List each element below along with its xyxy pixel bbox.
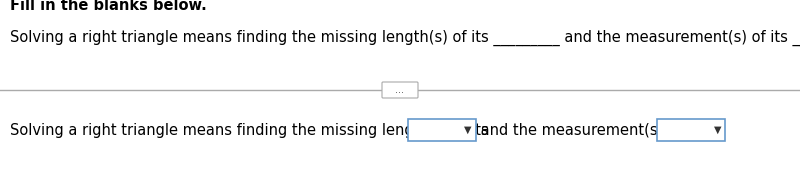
Text: and the measurement(s) of its: and the measurement(s) of its [476, 123, 709, 137]
FancyBboxPatch shape [657, 119, 725, 141]
FancyBboxPatch shape [408, 119, 476, 141]
Text: ▼: ▼ [464, 125, 472, 135]
Text: ▼: ▼ [714, 125, 721, 135]
Text: Solving a right triangle means finding the missing length(s) of its: Solving a right triangle means finding t… [10, 123, 494, 137]
Text: Fill in the blanks below.: Fill in the blanks below. [10, 0, 206, 13]
Text: Solving a right triangle means finding the missing length(s) of its _________ an: Solving a right triangle means finding t… [10, 30, 800, 46]
FancyBboxPatch shape [382, 82, 418, 98]
Text: ...: ... [395, 85, 405, 95]
